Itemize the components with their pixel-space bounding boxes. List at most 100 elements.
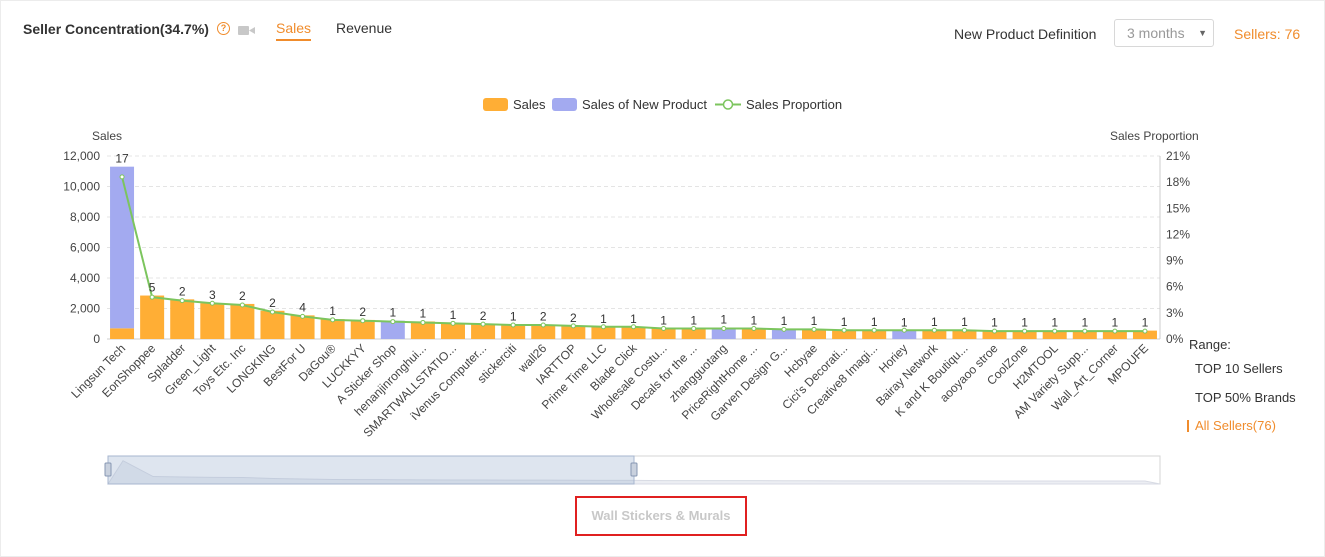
zoom-handle xyxy=(630,462,638,477)
proportion-point xyxy=(360,318,366,324)
proportion-point xyxy=(751,326,757,332)
x-tick-labels: Lingsun TechEonShoppeeSpladderGreen_Ligh… xyxy=(68,341,1151,440)
bar-sales xyxy=(651,328,676,339)
tab-sales[interactable]: Sales xyxy=(276,20,312,41)
data-label: 2 xyxy=(359,305,366,319)
page-title: Seller Concentration(34.7%) xyxy=(23,21,209,37)
data-label: 1 xyxy=(600,312,607,326)
bar-sales xyxy=(1072,330,1097,339)
new-product-definition-select[interactable]: 3 months ▼ xyxy=(1114,19,1214,47)
help-icon[interactable]: ? xyxy=(217,22,230,35)
data-label: 1 xyxy=(420,306,427,320)
data-labels: 17 5 2 3 2 2 4 1 2 1 1 1 2 1 2 2 1 1 1 1 1 1 1 1 1 1 1 1 1 1 1 1 1 1 1 xyxy=(115,152,1148,330)
legend-swatch-sales xyxy=(483,98,508,111)
data-label: 1 xyxy=(871,315,878,329)
data-label: 1 xyxy=(991,316,998,330)
data-label: 2 xyxy=(540,310,547,324)
data-label: 1 xyxy=(811,314,818,328)
legend-label-proportion: Sales Proportion xyxy=(746,97,843,112)
data-label: 1 xyxy=(720,313,727,327)
proportion-point xyxy=(239,302,245,308)
bar-sales xyxy=(501,324,526,339)
data-label: 3 xyxy=(209,288,216,302)
proportion-point xyxy=(300,313,306,319)
data-label: 1 xyxy=(690,313,697,327)
bar-sales xyxy=(140,295,165,339)
proportion-point xyxy=(420,319,426,325)
data-label: 1 xyxy=(450,308,457,322)
y2-tick-label: 9% xyxy=(1166,254,1184,268)
data-label: 1 xyxy=(630,312,637,326)
data-label: 5 xyxy=(149,281,156,295)
legend-label-sales: Sales xyxy=(513,97,546,112)
zoom-slider[interactable] xyxy=(104,455,1161,485)
legend-proportion[interactable]: Sales Proportion xyxy=(715,97,842,112)
bar-sales xyxy=(1042,330,1067,339)
data-label: 1 xyxy=(841,315,848,329)
proportion-point xyxy=(510,322,516,328)
bar-sales xyxy=(952,329,977,339)
zoom-overview xyxy=(107,460,1161,485)
proportion-point xyxy=(1022,328,1028,334)
bar-sales xyxy=(832,329,857,339)
tab-revenue[interactable]: Revenue xyxy=(336,20,393,36)
y-tick-label: 6,000 xyxy=(70,241,100,255)
y2-tick-label: 6% xyxy=(1166,280,1184,294)
bar-new-product xyxy=(711,327,736,339)
bar-new-product xyxy=(771,329,796,339)
proportion-point xyxy=(871,327,877,333)
proportion-point xyxy=(179,298,185,304)
legend-swatch-new-product xyxy=(552,98,577,111)
proportion-point xyxy=(269,309,275,315)
proportion-point xyxy=(1052,328,1058,334)
category-label: Wall Stickers & Murals xyxy=(575,496,747,536)
data-label: 1 xyxy=(1081,316,1088,330)
legend-swatch-proportion xyxy=(715,99,741,110)
y2-axis-title: Sales Proportion xyxy=(1110,129,1199,143)
data-label: 1 xyxy=(1021,316,1028,330)
legend-sales[interactable]: Sales xyxy=(483,97,546,112)
proportion-point xyxy=(721,326,727,332)
bar-sales xyxy=(410,321,435,339)
data-label: 1 xyxy=(510,310,517,324)
range-all-sellers[interactable]: All Sellers(76) xyxy=(1187,419,1276,432)
bar-new-product xyxy=(892,330,917,339)
data-label: 4 xyxy=(299,300,306,314)
bar-sales xyxy=(681,328,706,339)
y-tick-label: 8,000 xyxy=(70,210,100,224)
legend-new-product[interactable]: Sales of New Product xyxy=(552,97,707,112)
data-label: 1 xyxy=(931,315,938,329)
bar-sales xyxy=(230,303,255,339)
y-tick-label: 0 xyxy=(93,332,100,346)
bar-sales xyxy=(320,319,345,339)
proportion-line xyxy=(119,174,1148,334)
select-value: 3 months xyxy=(1127,25,1185,41)
bar-sales xyxy=(170,299,195,339)
range-top50-brands[interactable]: TOP 50% Brands xyxy=(1195,390,1296,405)
proportion-point xyxy=(841,327,847,333)
bar-sales xyxy=(561,326,586,339)
bar-sales xyxy=(982,330,1007,339)
bar-sales xyxy=(1012,330,1037,339)
proportion-point xyxy=(450,320,456,326)
proportion-point xyxy=(570,323,576,329)
data-label: 1 xyxy=(389,306,396,320)
range-top10-sellers[interactable]: TOP 10 Sellers xyxy=(1195,361,1283,376)
data-label: 1 xyxy=(781,314,788,328)
data-label: 1 xyxy=(750,313,757,327)
proportion-point xyxy=(992,328,998,334)
proportion-point xyxy=(600,324,606,330)
y-tick-label: 12,000 xyxy=(63,149,100,163)
data-label: 2 xyxy=(269,296,276,310)
chevron-down-icon: ▼ xyxy=(1198,28,1207,38)
y-tick-label: 2,000 xyxy=(70,302,100,316)
zoom-window xyxy=(107,455,635,485)
bar-new-product xyxy=(110,166,135,329)
proportion-point xyxy=(931,327,937,333)
video-icon[interactable] xyxy=(238,26,255,35)
y2-tick-label: 0% xyxy=(1166,332,1184,346)
zoom-handle xyxy=(104,462,112,477)
proportion-point xyxy=(390,319,396,325)
proportion-point xyxy=(1112,328,1118,334)
